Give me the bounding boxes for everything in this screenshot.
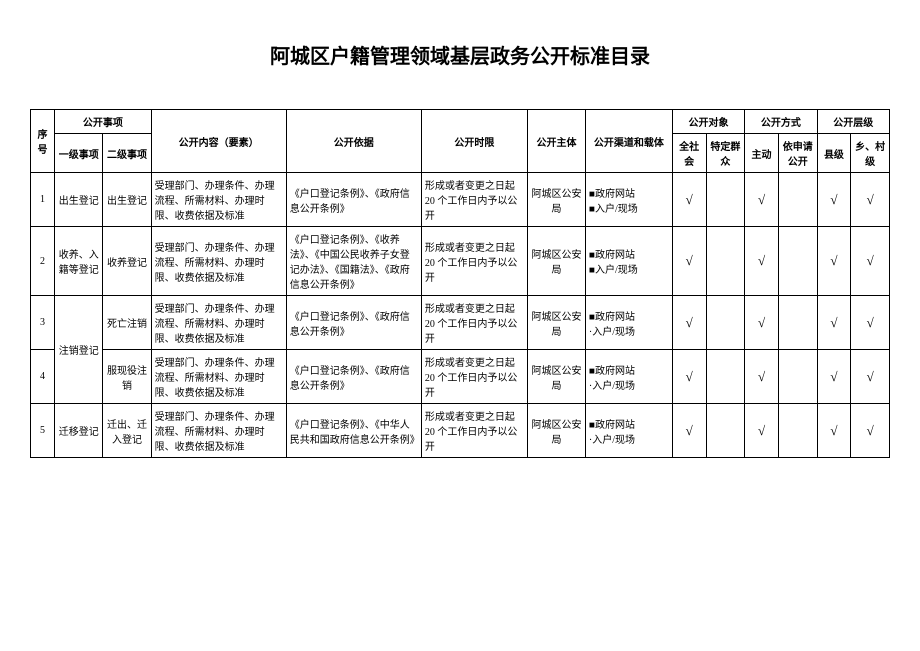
header-level1: 一级事项	[55, 134, 103, 173]
cell-level2: 出生登记	[103, 173, 151, 227]
header-level2: 二级事项	[103, 134, 151, 173]
cell-lv_village: √	[851, 350, 890, 404]
header-content: 公开内容（要素）	[151, 110, 286, 173]
cell-content: 受理部门、办理条件、办理流程、所需材料、办理时限、收费依据及标准	[151, 227, 286, 296]
cell-lv_county: √	[817, 350, 851, 404]
header-channel: 公开渠道和载体	[585, 110, 672, 173]
header-obj-spec: 特定群众	[706, 134, 745, 173]
cell-obj_spec	[706, 173, 745, 227]
table-header: 序号 公开事项 公开内容（要素） 公开依据 公开时限 公开主体 公开渠道和载体 …	[31, 110, 890, 173]
cell-m_active: √	[745, 227, 779, 296]
cell-seq: 5	[31, 404, 55, 458]
cell-seq: 3	[31, 296, 55, 350]
cell-seq: 4	[31, 350, 55, 404]
cell-m_apply	[778, 350, 817, 404]
cell-lv_village: √	[851, 173, 890, 227]
header-m-active: 主动	[745, 134, 779, 173]
cell-lv_village: √	[851, 404, 890, 458]
cell-m_active: √	[745, 350, 779, 404]
header-m-apply: 依申请公开	[778, 134, 817, 173]
cell-m_active: √	[745, 173, 779, 227]
cell-level1: 出生登记	[55, 173, 103, 227]
cell-level2: 死亡注销	[103, 296, 151, 350]
cell-level1: 注销登记	[55, 296, 103, 404]
cell-channel: ■政府网站 ·入户/现场	[585, 404, 672, 458]
table-row: 1出生登记出生登记受理部门、办理条件、办理流程、所需材料、办理时限、收费依据及标…	[31, 173, 890, 227]
table-row: 5迁移登记迁出、迁入登记受理部门、办理条件、办理流程、所需材料、办理时限、收费依…	[31, 404, 890, 458]
cell-m_apply	[778, 296, 817, 350]
cell-subject: 阿城区公安局	[528, 227, 586, 296]
header-subject: 公开主体	[528, 110, 586, 173]
cell-subject: 阿城区公安局	[528, 173, 586, 227]
cell-obj_all: √	[672, 173, 706, 227]
header-object: 公开对象	[672, 110, 744, 134]
cell-lv_county: √	[817, 173, 851, 227]
cell-seq: 2	[31, 227, 55, 296]
header-level: 公开层级	[817, 110, 889, 134]
header-time: 公开时限	[421, 110, 527, 173]
cell-basis: 《户口登记条例》、《中华人民共和国政府信息公开条例》	[286, 404, 421, 458]
cell-channel: ■政府网站 ·入户/现场	[585, 350, 672, 404]
cell-m_active: √	[745, 296, 779, 350]
cell-content: 受理部门、办理条件、办理流程、所需材料、办理时限、收费依据及标准	[151, 404, 286, 458]
cell-basis: 《户口登记条例》、《收养法》、《中国公民收养子女登记办法》、《国籍法》、《政府信…	[286, 227, 421, 296]
header-method: 公开方式	[745, 110, 817, 134]
cell-subject: 阿城区公安局	[528, 350, 586, 404]
cell-channel: ■政府网站 ■入户/现场	[585, 173, 672, 227]
cell-basis: 《户口登记条例》、《政府信息公开条例》	[286, 350, 421, 404]
disclosure-table: 序号 公开事项 公开内容（要素） 公开依据 公开时限 公开主体 公开渠道和载体 …	[30, 109, 890, 458]
cell-obj_all: √	[672, 404, 706, 458]
cell-level2: 服现役注销	[103, 350, 151, 404]
header-lv-county: 县级	[817, 134, 851, 173]
header-seq: 序号	[31, 110, 55, 173]
cell-level2: 收养登记	[103, 227, 151, 296]
cell-obj_all: √	[672, 227, 706, 296]
table-row: 4 服现役注销受理部门、办理条件、办理流程、所需材料、办理时限、收费依据及标准《户…	[31, 350, 890, 404]
cell-obj_all: √	[672, 296, 706, 350]
cell-time: 形成或者变更之日起20 个工作日内予以公开	[421, 350, 527, 404]
cell-obj_spec	[706, 404, 745, 458]
page-title: 阿城区户籍管理领域基层政务公开标准目录	[30, 40, 890, 69]
cell-time: 形成或者变更之日起20 个工作日内予以公开	[421, 227, 527, 296]
cell-time: 形成或者变更之日起20 个工作日内予以公开	[421, 296, 527, 350]
cell-obj_spec	[706, 296, 745, 350]
cell-channel: ■政府网站 ·入户/现场	[585, 296, 672, 350]
cell-subject: 阿城区公安局	[528, 404, 586, 458]
cell-lv_county: √	[817, 296, 851, 350]
cell-obj_spec	[706, 227, 745, 296]
cell-lv_village: √	[851, 296, 890, 350]
cell-time: 形成或者变更之日起20 个工作日内予以公开	[421, 173, 527, 227]
cell-content: 受理部门、办理条件、办理流程、所需材料、办理时限、收费依据及标准	[151, 296, 286, 350]
cell-obj_spec	[706, 350, 745, 404]
header-basis: 公开依据	[286, 110, 421, 173]
table-row: 3注销登记死亡注销受理部门、办理条件、办理流程、所需材料、办理时限、收费依据及标…	[31, 296, 890, 350]
cell-m_apply	[778, 227, 817, 296]
header-obj-all: 全社会	[672, 134, 706, 173]
cell-content: 受理部门、办理条件、办理流程、所需材料、办理时限、收费依据及标准	[151, 350, 286, 404]
cell-basis: 《户口登记条例》、《政府信息公开条例》	[286, 173, 421, 227]
header-matter: 公开事项	[55, 110, 151, 134]
cell-lv_village: √	[851, 227, 890, 296]
cell-m_apply	[778, 173, 817, 227]
cell-subject: 阿城区公安局	[528, 296, 586, 350]
cell-m_active: √	[745, 404, 779, 458]
cell-m_apply	[778, 404, 817, 458]
cell-content: 受理部门、办理条件、办理流程、所需材料、办理时限、收费依据及标准	[151, 173, 286, 227]
header-lv-village: 乡、村级	[851, 134, 890, 173]
cell-basis: 《户口登记条例》、《政府信息公开条例》	[286, 296, 421, 350]
cell-lv_county: √	[817, 404, 851, 458]
table-row: 2收养、入籍等登记收养登记受理部门、办理条件、办理流程、所需材料、办理时限、收费…	[31, 227, 890, 296]
cell-seq: 1	[31, 173, 55, 227]
cell-obj_all: √	[672, 350, 706, 404]
cell-level1: 收养、入籍等登记	[55, 227, 103, 296]
cell-channel: ■政府网站 ■入户/现场	[585, 227, 672, 296]
cell-time: 形成或者变更之日起20 个工作日内予以公开	[421, 404, 527, 458]
cell-level1: 迁移登记	[55, 404, 103, 458]
table-body: 1出生登记出生登记受理部门、办理条件、办理流程、所需材料、办理时限、收费依据及标…	[31, 173, 890, 458]
cell-level2: 迁出、迁入登记	[103, 404, 151, 458]
cell-lv_county: √	[817, 227, 851, 296]
